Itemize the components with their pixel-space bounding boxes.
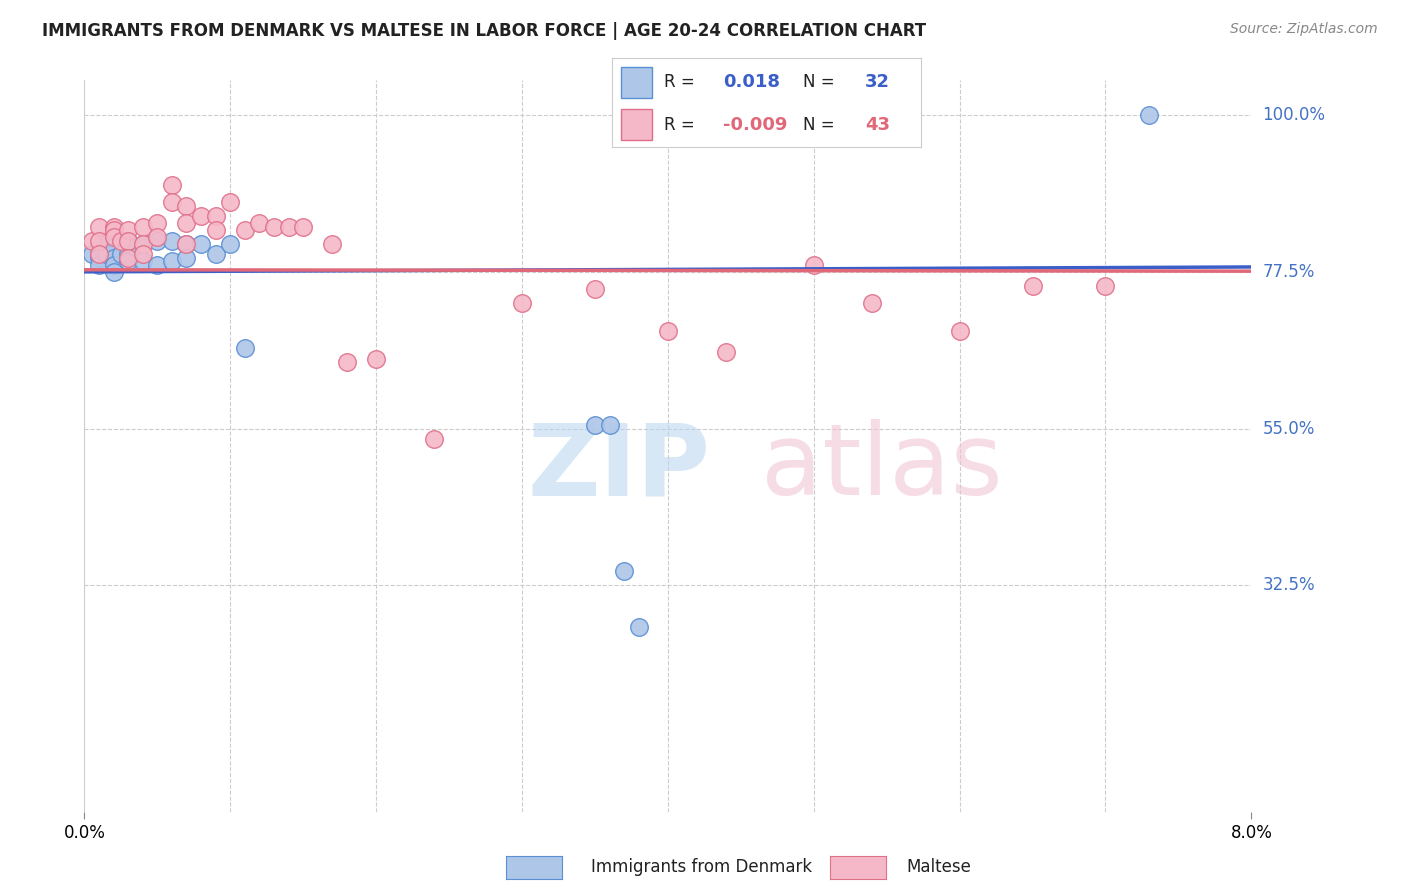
- Point: [87, 251, 110, 265]
- Point: [176, 237, 198, 252]
- Point: [190, 209, 212, 223]
- Point: [860, 296, 883, 310]
- Point: [160, 254, 183, 268]
- Text: 32: 32: [865, 73, 890, 91]
- Text: Source: ZipAtlas.com: Source: ZipAtlas.com: [1230, 22, 1378, 37]
- Point: [132, 219, 155, 234]
- Point: [176, 199, 198, 213]
- Text: N =: N =: [803, 73, 841, 91]
- Point: [87, 237, 110, 252]
- Text: 43: 43: [865, 116, 890, 134]
- Point: [657, 324, 679, 338]
- Point: [233, 342, 256, 356]
- Text: -0.009: -0.009: [723, 116, 787, 134]
- Point: [103, 230, 125, 244]
- Point: [132, 237, 155, 252]
- Point: [219, 237, 242, 252]
- Point: [949, 324, 972, 338]
- Point: [1094, 278, 1116, 293]
- Point: [204, 247, 226, 261]
- Point: [176, 251, 198, 265]
- Text: 77.5%: 77.5%: [1263, 263, 1315, 281]
- Point: [583, 418, 606, 433]
- Point: [132, 254, 155, 268]
- Point: [176, 237, 198, 252]
- Point: [366, 351, 388, 366]
- Point: [233, 223, 256, 237]
- Point: [1137, 108, 1160, 122]
- Point: [510, 296, 533, 310]
- Point: [132, 237, 155, 252]
- Point: [96, 247, 118, 261]
- Point: [103, 258, 125, 272]
- Text: ZIP: ZIP: [527, 419, 710, 516]
- Point: [247, 216, 270, 230]
- Point: [117, 251, 139, 265]
- Point: [627, 620, 650, 634]
- Point: [117, 223, 139, 237]
- Point: [117, 234, 139, 248]
- Point: [292, 219, 315, 234]
- Point: [146, 258, 169, 272]
- Point: [204, 223, 226, 237]
- Point: [110, 247, 132, 261]
- Text: 32.5%: 32.5%: [1263, 576, 1315, 594]
- Point: [336, 355, 359, 369]
- Text: 55.0%: 55.0%: [1263, 419, 1315, 438]
- Point: [613, 565, 636, 579]
- Point: [146, 230, 169, 244]
- Point: [80, 247, 103, 261]
- Point: [160, 234, 183, 248]
- Text: IMMIGRANTS FROM DENMARK VS MALTESE IN LABOR FORCE | AGE 20-24 CORRELATION CHART: IMMIGRANTS FROM DENMARK VS MALTESE IN LA…: [42, 22, 927, 40]
- Point: [263, 219, 285, 234]
- FancyBboxPatch shape: [621, 109, 652, 140]
- Point: [146, 234, 169, 248]
- Text: N =: N =: [803, 116, 841, 134]
- Point: [219, 195, 242, 210]
- Text: Maltese: Maltese: [907, 858, 972, 876]
- Point: [103, 223, 125, 237]
- Text: R =: R =: [664, 73, 700, 91]
- Point: [277, 219, 299, 234]
- Point: [146, 216, 169, 230]
- Point: [583, 282, 606, 296]
- Point: [103, 219, 125, 234]
- Point: [423, 432, 446, 446]
- Point: [110, 234, 132, 248]
- Point: [103, 265, 125, 279]
- Point: [714, 345, 737, 359]
- Point: [599, 418, 621, 433]
- Point: [160, 195, 183, 210]
- Point: [117, 254, 139, 268]
- Point: [87, 219, 110, 234]
- Point: [103, 251, 125, 265]
- Point: [87, 247, 110, 261]
- Point: [1021, 278, 1043, 293]
- Point: [160, 178, 183, 192]
- Point: [87, 247, 110, 261]
- Text: 100.0%: 100.0%: [1263, 106, 1326, 124]
- Text: Immigrants from Denmark: Immigrants from Denmark: [591, 858, 811, 876]
- Point: [321, 237, 343, 252]
- Text: R =: R =: [664, 116, 700, 134]
- Point: [176, 216, 198, 230]
- FancyBboxPatch shape: [621, 67, 652, 98]
- Point: [124, 240, 146, 254]
- Point: [132, 247, 155, 261]
- Text: atlas: atlas: [761, 419, 1002, 516]
- Point: [204, 209, 226, 223]
- Point: [103, 240, 125, 254]
- Point: [803, 258, 825, 272]
- Point: [117, 234, 139, 248]
- Text: 0.018: 0.018: [723, 73, 780, 91]
- Point: [87, 258, 110, 272]
- Point: [190, 237, 212, 252]
- Point: [80, 234, 103, 248]
- Point: [87, 234, 110, 248]
- Point: [117, 247, 139, 261]
